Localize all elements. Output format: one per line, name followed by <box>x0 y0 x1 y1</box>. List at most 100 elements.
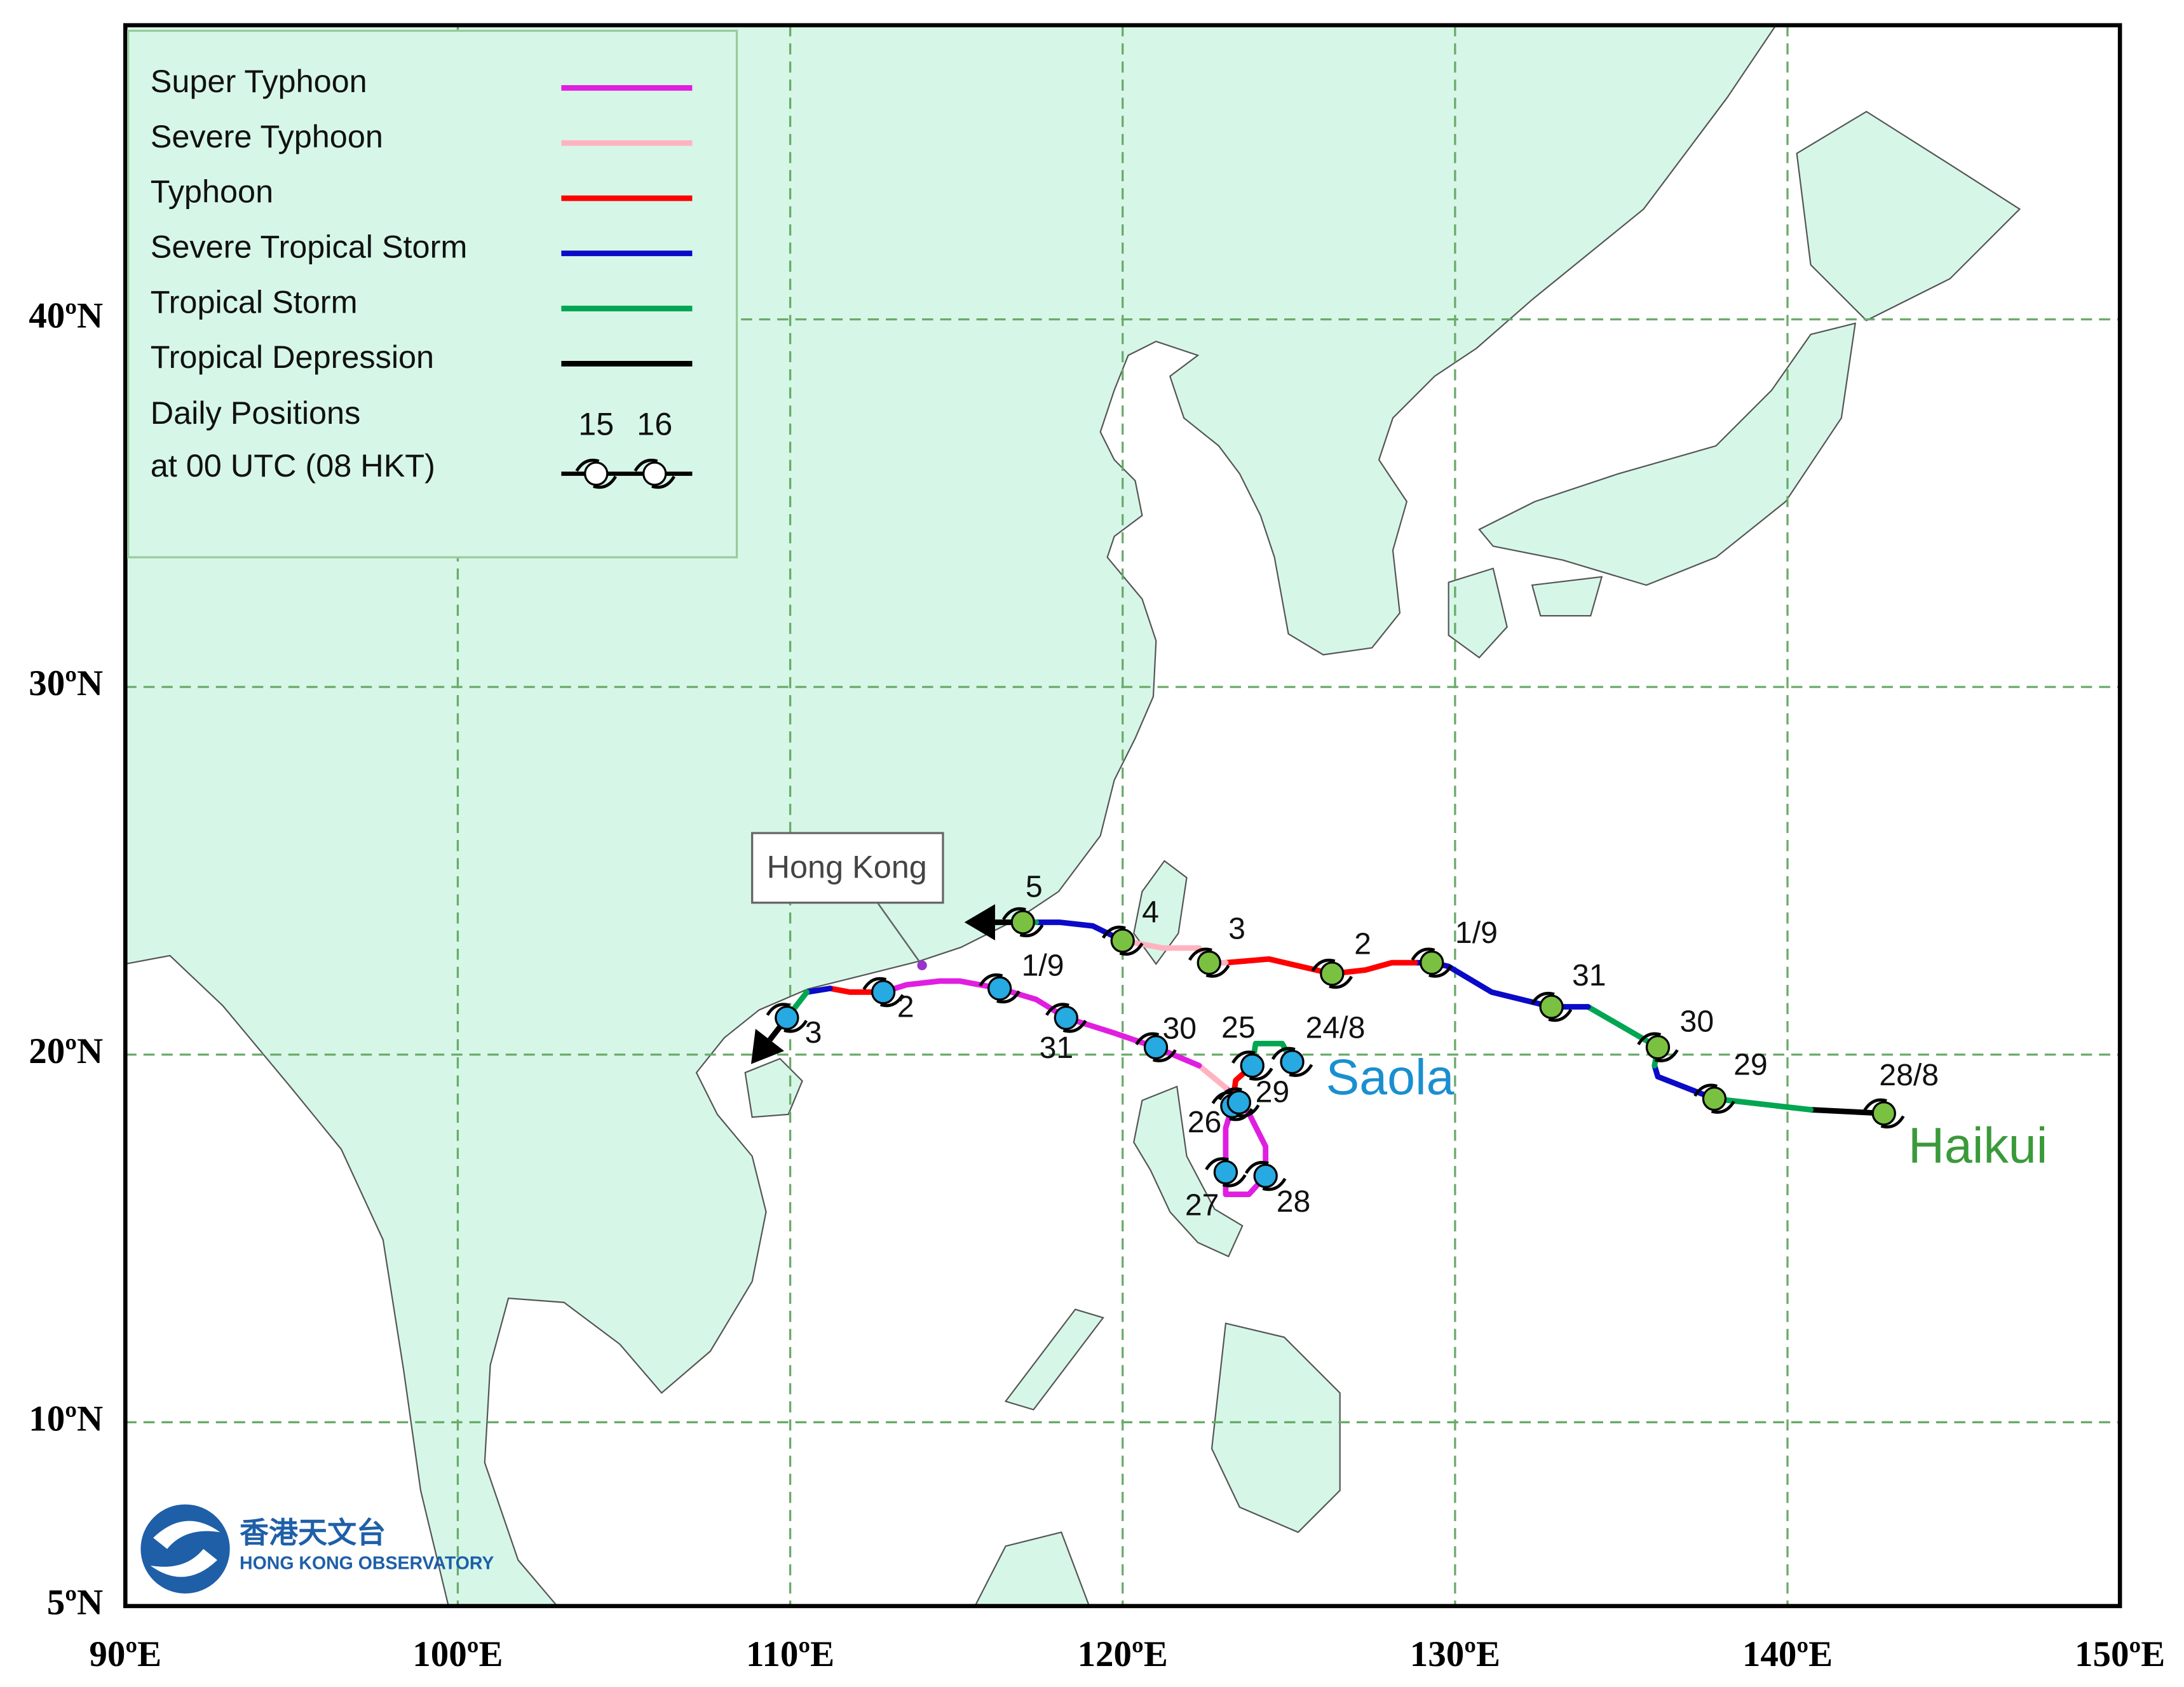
y-tick-label: 30ºN <box>29 663 103 703</box>
callout-box <box>751 832 944 904</box>
legend-sample-symbol <box>634 458 675 489</box>
daily-position <box>1002 907 1044 938</box>
cyclone-arms <box>1135 1032 1177 1062</box>
mindanao <box>1211 1322 1341 1533</box>
daily-position <box>862 977 904 1008</box>
track-segment <box>1808 1107 1887 1116</box>
cyclone-arms <box>634 458 675 489</box>
track-segment <box>804 986 833 995</box>
kyushu <box>1448 567 1508 659</box>
cyclone-arms <box>1205 1157 1247 1188</box>
cyclone-arms <box>862 977 904 1008</box>
daily-position <box>1530 991 1573 1022</box>
legend-label: Super Typhoon <box>151 63 367 99</box>
cyclone-arms <box>1637 1032 1679 1062</box>
legend-label: at 00 UTC (08 HKT) <box>151 447 435 484</box>
position-label: 28 <box>1277 1184 1311 1219</box>
cyclone-arms <box>1101 925 1144 956</box>
legend-label: Tropical Depression <box>151 339 434 375</box>
legend-sample-label: 15 <box>578 405 614 442</box>
daily-position <box>1271 1047 1313 1077</box>
cyclone-arms <box>575 458 617 489</box>
cyclone-arms <box>1188 947 1230 978</box>
cyclone-arms <box>979 973 1021 1004</box>
hokkaido <box>1796 111 2021 322</box>
track-segment <box>1711 1095 1814 1113</box>
position-label: 4 <box>1142 895 1159 929</box>
x-tick-label: 100ºE <box>412 1634 503 1674</box>
legend-label: Typhoon <box>151 173 273 210</box>
shikoku <box>1531 576 1603 617</box>
logo-emblem <box>140 1504 230 1594</box>
cyclone-arms <box>1693 1083 1735 1114</box>
storm-track: 28/8 29 30 31 1/9 2 3 4 5 Haikui <box>964 870 2047 1173</box>
track-segment <box>1652 1062 1718 1102</box>
position-label: 30 <box>1162 1012 1197 1046</box>
x-tick-label: 130ºE <box>1410 1634 1500 1674</box>
direction-arrow-head <box>964 904 995 940</box>
daily-position <box>1101 925 1144 956</box>
map-frame <box>123 23 2122 1608</box>
position-label: 2 <box>1354 926 1371 961</box>
logo-english: HONG KONG OBSERVATORY <box>240 1553 494 1573</box>
daily-position <box>1862 1098 1905 1128</box>
cyclone-body <box>1280 1050 1305 1074</box>
legend-label: Severe Tropical Storm <box>151 229 468 265</box>
callout-label: Hong Kong <box>767 848 927 884</box>
position-label: 27 <box>1185 1188 1219 1222</box>
position-label: 5 <box>1026 870 1043 904</box>
daily-position <box>766 1003 808 1033</box>
cyclone-arms <box>766 1003 808 1033</box>
legend-label: Tropical Storm <box>151 283 358 320</box>
position-label: 3 <box>805 1015 822 1050</box>
x-tick-label: 120ºE <box>1078 1634 1168 1674</box>
x-tick-label: 140ºE <box>1742 1634 1833 1674</box>
hainan <box>744 1057 803 1118</box>
cyclone-arms <box>1244 1161 1287 1191</box>
daily-position <box>979 973 1021 1004</box>
cyclone-body <box>1226 1090 1252 1115</box>
cyclone-body <box>1702 1086 1727 1111</box>
cyclone-arms <box>1218 1087 1260 1118</box>
storm-track: 24/8 25 26 27 28 29 30 31 1/9 2 3 Saola <box>750 948 1455 1222</box>
cyclone-body <box>583 461 609 486</box>
daily-position <box>1693 1083 1735 1114</box>
x-tick-label: 150ºE <box>2075 1634 2165 1674</box>
cyclone-body <box>1197 950 1221 975</box>
y-tick-label: 5ºN <box>47 1583 103 1623</box>
palawan <box>1004 1308 1104 1411</box>
cyclone-body <box>775 1005 799 1031</box>
position-label: 26 <box>1188 1105 1222 1139</box>
legend-sample-label: 16 <box>637 405 672 442</box>
legend-label: Severe Typhoon <box>151 118 383 154</box>
cyclone-arms <box>1045 1003 1087 1033</box>
position-label: 28/8 <box>1879 1058 1939 1092</box>
cyclone-arms <box>1002 907 1044 938</box>
cyclone-body <box>1054 1005 1078 1031</box>
daily-position <box>1218 1087 1260 1118</box>
cyclone-body <box>1420 950 1444 975</box>
position-label: 3 <box>1228 911 1245 945</box>
daily-position <box>1411 947 1453 978</box>
storm-name: Saola <box>1326 1049 1455 1105</box>
cyclone-body <box>1213 1160 1238 1185</box>
cyclone-body <box>987 976 1012 1001</box>
cyclone-arms <box>1530 991 1573 1022</box>
cyclone-body <box>642 461 667 486</box>
hong-kong-dot <box>917 960 927 970</box>
daily-position <box>1637 1032 1679 1062</box>
position-label: 2 <box>897 989 914 1024</box>
cyclone-arms <box>1231 1050 1273 1081</box>
cyclone-body <box>1871 1101 1896 1126</box>
position-label: 24/8 <box>1306 1011 1366 1045</box>
daily-position <box>1135 1032 1177 1062</box>
y-tick-label: 20ºN <box>29 1031 103 1071</box>
position-label: 29 <box>1256 1075 1290 1109</box>
x-tick-label: 90ºE <box>89 1634 161 1674</box>
logo: 香港天文台 HONG KONG OBSERVATORY <box>140 1504 494 1594</box>
storm-name: Haikui <box>1908 1117 2047 1173</box>
legend-sample-symbol <box>575 458 617 489</box>
daily-position <box>1231 1050 1273 1081</box>
cyclone-body <box>1320 961 1345 986</box>
